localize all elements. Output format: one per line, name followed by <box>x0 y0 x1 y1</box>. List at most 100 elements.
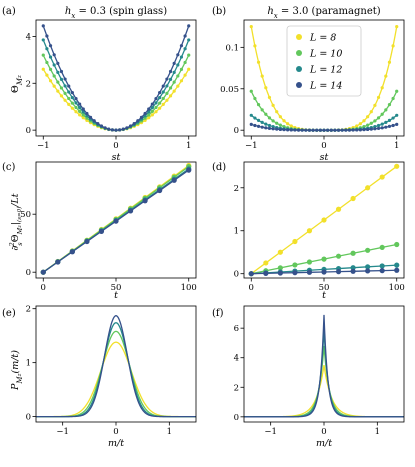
panel-e: (e) PMz(m/t) m/t −1 0 1 0 1 2 <box>2 305 197 449</box>
panel-d-plot: 0 50 100 0 1 2 <box>234 161 405 293</box>
panel-f-ytick-label-3: 6 <box>234 324 239 334</box>
panel-a-series-L8-point-39 <box>183 73 187 77</box>
panel-d-series-L12-point-9 <box>379 263 385 269</box>
panel-b-series-L14-point-18 <box>315 128 319 132</box>
panel-b-series-L14-point-13 <box>296 128 301 132</box>
legend: L = 8 L = 10 L = 12 L = 14 <box>286 25 362 97</box>
panel-e-xtick-label-0: −1 <box>56 427 69 437</box>
panel-a-series-L8-point-33 <box>161 102 165 106</box>
panel-b-series-L8-point-4 <box>264 86 268 90</box>
legend-marker-L14 <box>296 82 302 88</box>
panel-b-series-L14-point-33 <box>369 127 373 131</box>
panel-b-label: (b) <box>212 6 226 17</box>
panel-a-series-L12-point-40 <box>187 38 191 42</box>
panel-b-series-L14-point-23 <box>333 128 337 132</box>
panel-b-series-L10-line <box>250 90 398 131</box>
panel-e-xtick-label-2: 1 <box>167 427 172 437</box>
panel-b-series-L14-point-3 <box>260 125 264 129</box>
panel-b-series-L14-point-6 <box>271 127 275 131</box>
panel-b-series-L10-point-38 <box>387 103 392 107</box>
panel-b-series-L14-point-35 <box>376 126 381 130</box>
legend-entry-L10: L = 10 <box>296 49 342 60</box>
panel-b-series-L10-point-40 <box>395 89 399 93</box>
panel-b-series-L14-point-8 <box>278 127 282 132</box>
panel-b-series-L14-point-34 <box>373 127 377 131</box>
panel-b-series-L14-point-9 <box>282 128 286 132</box>
panel-d-series-L8-point-7 <box>350 195 356 202</box>
panel-b-series-L8-point-37 <box>384 74 388 78</box>
panel-a-series-L14-point-32 <box>158 91 162 95</box>
panel-d-series-L14-point-3 <box>292 270 298 276</box>
legend-entry-L12: L = 12 <box>296 65 342 76</box>
panel-c-ytick-label-0: 0 <box>26 268 31 278</box>
panel-b-series-L12-point-2 <box>256 118 261 123</box>
panel-b-xtick-label-0: −1 <box>245 141 258 151</box>
panel-d-series-L8-point-8 <box>365 185 371 191</box>
panel-b-series-L12-point-36 <box>380 122 384 126</box>
panel-a-series-L8-point-40 <box>187 67 191 71</box>
panel-c-series-L14-point-1 <box>55 259 61 265</box>
panel-e-series-L10-line <box>36 330 196 418</box>
panel-b-xtick-label-1: 0 <box>321 141 326 151</box>
panel-a-ytick-label-0: 0 <box>26 126 31 136</box>
panel-a-series-L14-point-7 <box>67 84 71 88</box>
panel-a-series-L14-point-35 <box>168 69 173 74</box>
panel-d-series-L14-point-8 <box>365 268 371 274</box>
panel-e-series-group <box>36 315 196 418</box>
legend-marker-L8 <box>296 34 302 40</box>
panel-a-series-L10-point-5 <box>59 86 64 90</box>
panel-a-series-L14-point-15 <box>96 122 100 126</box>
panel-a-series-L8-point-34 <box>165 98 169 102</box>
panel-d-series-L14-point-7 <box>350 268 356 274</box>
panel-b-series-L10-point-32 <box>366 123 370 127</box>
panel-b-series-L8-point-30 <box>358 122 362 126</box>
panel-a-series-L8-point-6 <box>63 98 67 102</box>
panel-a-series-L8-point-3 <box>52 84 56 88</box>
panel-d-xlabel: t <box>322 290 326 301</box>
panel-d-series-L10-point-6 <box>335 253 342 259</box>
panel-b-series-L14-point-16 <box>307 128 312 132</box>
panel-a-series-L14-point-33 <box>161 84 165 88</box>
panel-c-ytick-label-1: 50 <box>20 210 31 220</box>
panel-a-series-L8-point-4 <box>56 89 60 93</box>
panel-b-series-L8-point-8 <box>278 115 282 119</box>
panel-b-series-L8-point-36 <box>380 86 384 90</box>
panel-a-series-L14-point-19 <box>110 128 114 132</box>
panel-b-series-L14-point-31 <box>362 128 366 132</box>
panel-a-series-L8-point-38 <box>179 79 184 83</box>
panel-b-series-L14-point-38 <box>387 124 392 128</box>
panel-d-series-L10-point-7 <box>350 250 356 256</box>
panel-f-series-group <box>244 314 404 418</box>
panel-d-series-L10-point-10 <box>394 241 400 248</box>
panel-a-series-L8-point-5 <box>59 94 64 98</box>
panel-b-series-L10-point-4 <box>264 112 268 116</box>
panel-b-series-L8-point-38 <box>387 60 392 64</box>
panel-a-series-L14-point-23 <box>125 126 129 130</box>
panel-e-series-L8-line <box>36 341 196 418</box>
panel-a-series-L12-point-9 <box>74 101 78 105</box>
panel-b-series-L14-point-26 <box>344 128 348 132</box>
panel-f-xtick-label-1: 0 <box>321 427 326 437</box>
panel-a-series-L14-point-18 <box>107 127 111 131</box>
panel-a-series-L8-point-11 <box>81 116 85 120</box>
panel-a-series-L12-point-7 <box>67 90 71 94</box>
panel-a-series-L10-point-11 <box>81 113 85 117</box>
panel-e-ytick-label-0: 0 <box>26 413 31 423</box>
panel-c-series-L14-point-3 <box>84 238 90 245</box>
panel-b-series-L10-point-36 <box>380 112 384 116</box>
panel-a-series-L14-point-34 <box>165 77 169 81</box>
panel-d-series-L14-point-0 <box>248 271 254 277</box>
panel-b-series-L10-point-33 <box>369 121 373 125</box>
panel-c-series-L14-point-9 <box>171 177 177 183</box>
panel-b-series-L12-point-1 <box>253 116 257 120</box>
panel-b-series-L12-point-39 <box>391 116 395 120</box>
panel-a-series-L10-point-7 <box>67 96 71 101</box>
panel-a-series-L14-point-14 <box>92 119 96 123</box>
panel-a-series-L10-point-8 <box>70 101 74 105</box>
panel-a-series-L8-point-10 <box>78 113 82 117</box>
panel-d-label: (d) <box>212 162 226 173</box>
panel-a-series-L12-point-36 <box>172 70 176 74</box>
panel-d-series-L14-point-6 <box>335 269 342 275</box>
panel-c-series-L14-point-8 <box>157 187 163 194</box>
panel-a-series-L10-point-0 <box>41 53 45 57</box>
